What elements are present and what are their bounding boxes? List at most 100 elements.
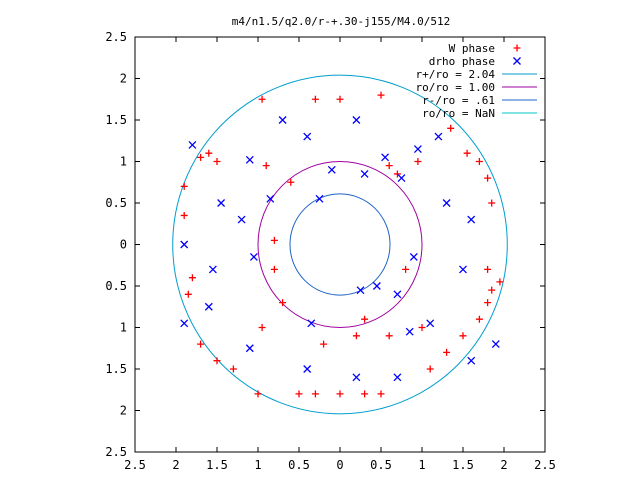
data-point [393, 373, 402, 382]
data-point [258, 324, 266, 331]
data-point [442, 199, 451, 207]
data-point [475, 158, 483, 165]
x-tick-label: 0.5 [288, 458, 310, 472]
radius-circle [289, 193, 391, 296]
data-point [393, 170, 401, 178]
data-point [360, 169, 369, 178]
data-point [434, 132, 443, 141]
y-tick-label: 0.5 [105, 196, 127, 210]
y-tick-label: 1.5 [105, 362, 127, 376]
x-tick-label: 2 [172, 458, 179, 472]
x-tick-label: 2.5 [534, 458, 556, 472]
y-tick-label: 2.5 [105, 30, 127, 44]
data-point [463, 149, 471, 157]
data-point [381, 153, 390, 162]
data-point [197, 340, 205, 348]
x-tick-label: 1.5 [206, 458, 228, 472]
data-point [377, 91, 385, 99]
data-point [311, 95, 319, 103]
x-tick-label: 1 [254, 458, 261, 472]
legend-label: W phase [449, 42, 495, 55]
legend-label: ro/ro = NaN [422, 107, 495, 120]
chart-title: m4/n1.5/q2.0/r-+.30-j155/M4.0/512 [232, 15, 451, 28]
data-point [307, 319, 316, 328]
data-point [459, 332, 467, 340]
data-point [188, 140, 197, 149]
y-tick-label: 0.5 [105, 279, 127, 293]
legend-label: r-/ro = .61 [422, 94, 495, 107]
data-point [372, 282, 381, 290]
data-point [385, 332, 393, 340]
data-point [188, 274, 196, 282]
data-point [336, 95, 344, 103]
data-point [249, 252, 258, 261]
data-point [204, 302, 213, 311]
reference-circles [172, 74, 508, 415]
data-point [459, 265, 467, 274]
data-point [287, 178, 295, 186]
data-point [327, 165, 336, 174]
data-point [413, 145, 422, 154]
data-point [320, 340, 328, 348]
data-point [266, 194, 275, 203]
data-point [303, 132, 312, 141]
data-point [208, 265, 217, 274]
data-point [385, 162, 393, 170]
y-tick-label: 2 [120, 72, 127, 86]
data-point [180, 240, 189, 249]
x-tick-label: 0.5 [370, 458, 392, 472]
data-point [197, 153, 205, 161]
legend-marker [513, 44, 521, 52]
data-point [258, 95, 266, 103]
legend-label: ro/ro = 1.00 [416, 81, 495, 94]
data-point [447, 124, 455, 132]
data-point [488, 199, 496, 207]
data-point [361, 390, 369, 398]
data-point [213, 357, 221, 365]
data-point [426, 319, 435, 328]
x-tick-label: 2 [500, 458, 507, 472]
data-point [262, 162, 270, 170]
data-point [475, 315, 483, 323]
data-point [278, 116, 287, 124]
data-point [491, 340, 500, 349]
legend-label: drho phase [429, 55, 495, 68]
data-point [443, 348, 451, 356]
data-point [361, 315, 369, 323]
data-point [270, 236, 278, 244]
data-points [180, 91, 504, 398]
data-point [484, 265, 492, 273]
data-point [315, 194, 324, 203]
y-tick-label: 1.5 [105, 113, 127, 127]
data-point [311, 390, 319, 398]
data-point [402, 265, 410, 273]
data-point [237, 215, 246, 224]
radius-circle [257, 161, 423, 328]
data-point [180, 319, 189, 328]
data-point [377, 390, 385, 398]
data-point [488, 286, 496, 294]
data-point [245, 155, 254, 164]
data-point [352, 116, 361, 124]
data-point [180, 182, 188, 190]
y-tick-label: 1 [120, 155, 127, 169]
data-point [484, 299, 492, 307]
data-point [254, 390, 262, 398]
data-point [405, 327, 414, 336]
data-point [409, 252, 418, 261]
data-point [184, 290, 192, 298]
data-point [205, 149, 213, 157]
data-point [245, 344, 254, 353]
data-point [414, 158, 422, 165]
data-point [418, 324, 426, 331]
data-point [279, 299, 287, 307]
y-tick-label: 2 [120, 404, 127, 418]
data-point [426, 365, 434, 373]
data-point [295, 390, 303, 398]
x-tick-label: 0 [336, 458, 343, 472]
data-point [397, 174, 406, 183]
data-point [484, 174, 492, 182]
data-point [467, 356, 476, 365]
data-point [393, 290, 402, 299]
